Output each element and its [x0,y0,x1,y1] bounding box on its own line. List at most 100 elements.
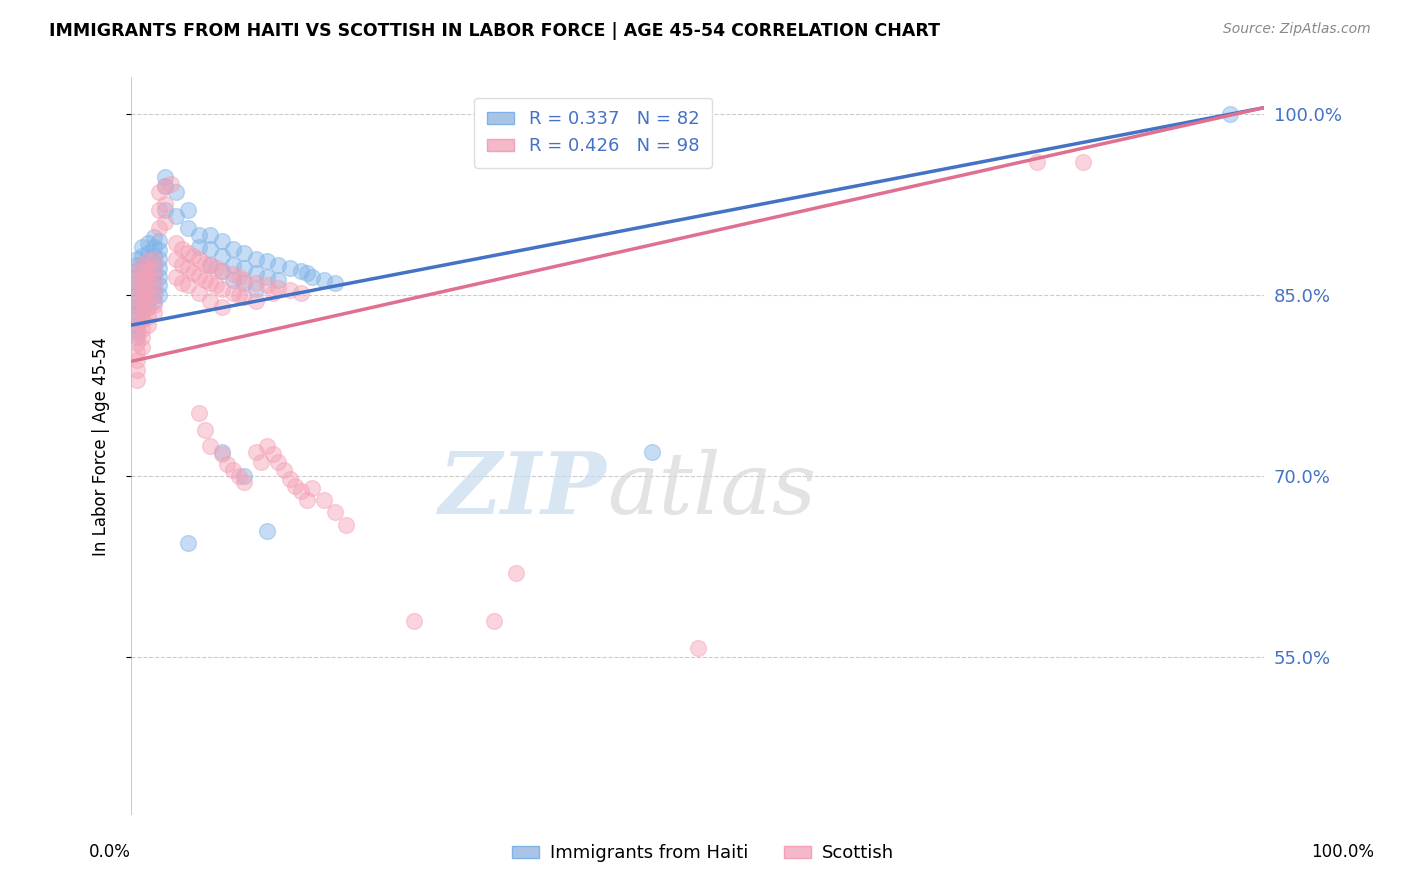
Point [222,258,245,272]
Point [228,269,250,284]
Point [172,242,194,256]
Point [290,264,312,278]
Point [125,318,148,333]
Point [142,297,165,311]
Point [177,535,200,549]
Point [166,186,188,200]
Point [200,258,222,272]
Point [125,372,148,386]
Point [188,268,211,283]
Point [125,276,148,290]
Point [131,285,153,300]
Point [228,469,250,483]
Point [194,273,217,287]
Point [256,439,278,453]
Point [278,283,301,297]
Point [188,406,211,420]
Point [148,234,170,248]
Point [136,292,159,306]
Point [245,252,267,266]
Point [267,273,290,287]
Point [194,423,217,437]
Point [136,245,159,260]
Point [125,330,148,344]
Y-axis label: In Labor Force | Age 45-54: In Labor Force | Age 45-54 [93,336,110,556]
Point [131,302,153,317]
Point [200,227,222,242]
Point [245,276,267,290]
Point [136,290,159,304]
Point [136,300,159,314]
Point [142,276,165,290]
Point [177,278,200,293]
Point [166,210,188,224]
Point [148,261,170,276]
Point [290,483,312,498]
Point [131,249,153,263]
Point [222,242,245,256]
Point [142,239,165,253]
Text: 0.0%: 0.0% [89,843,131,861]
Point [125,353,148,368]
Text: ZIP: ZIP [439,449,607,532]
Point [177,245,200,260]
Point [250,455,273,469]
Point [177,203,200,218]
Point [183,249,205,263]
Point [273,463,295,477]
Point [256,269,278,284]
Point [153,203,176,218]
Point [211,445,233,459]
Point [131,276,153,290]
Point [211,282,233,296]
Point [222,268,245,282]
Point [312,493,335,508]
Point [505,566,527,580]
Point [205,261,228,276]
Point [200,293,222,308]
Point [301,481,323,495]
Point [256,254,278,268]
Point [188,227,211,242]
Point [131,258,153,272]
Point [323,276,346,290]
Point [131,293,153,308]
Point [148,269,170,284]
Point [125,264,148,278]
Point [153,179,176,194]
Point [177,261,200,276]
Point [295,266,318,280]
Point [233,469,256,483]
Point [125,309,148,323]
Point [131,293,153,308]
Point [166,269,188,284]
Point [1219,106,1241,120]
Point [131,303,153,318]
Point [148,288,170,302]
Legend: R = 0.337   N = 82, R = 0.426   N = 98: R = 0.337 N = 82, R = 0.426 N = 98 [474,97,711,168]
Point [136,310,159,324]
Point [200,242,222,256]
Point [142,261,165,276]
Point [188,285,211,300]
Point [142,258,165,272]
Point [284,479,307,493]
Legend: Immigrants from Haiti, Scottish: Immigrants from Haiti, Scottish [505,838,901,870]
Point [142,268,165,282]
Point [125,300,148,314]
Point [142,288,165,302]
Point [312,273,335,287]
Point [262,285,284,300]
Point [233,290,256,304]
Point [211,234,233,248]
Point [142,306,165,320]
Point [136,264,159,278]
Point [148,252,170,266]
Point [295,493,318,508]
Point [125,252,148,266]
Point [125,306,148,320]
Point [142,252,165,266]
Point [267,258,290,272]
Point [278,261,301,276]
Point [153,215,176,229]
